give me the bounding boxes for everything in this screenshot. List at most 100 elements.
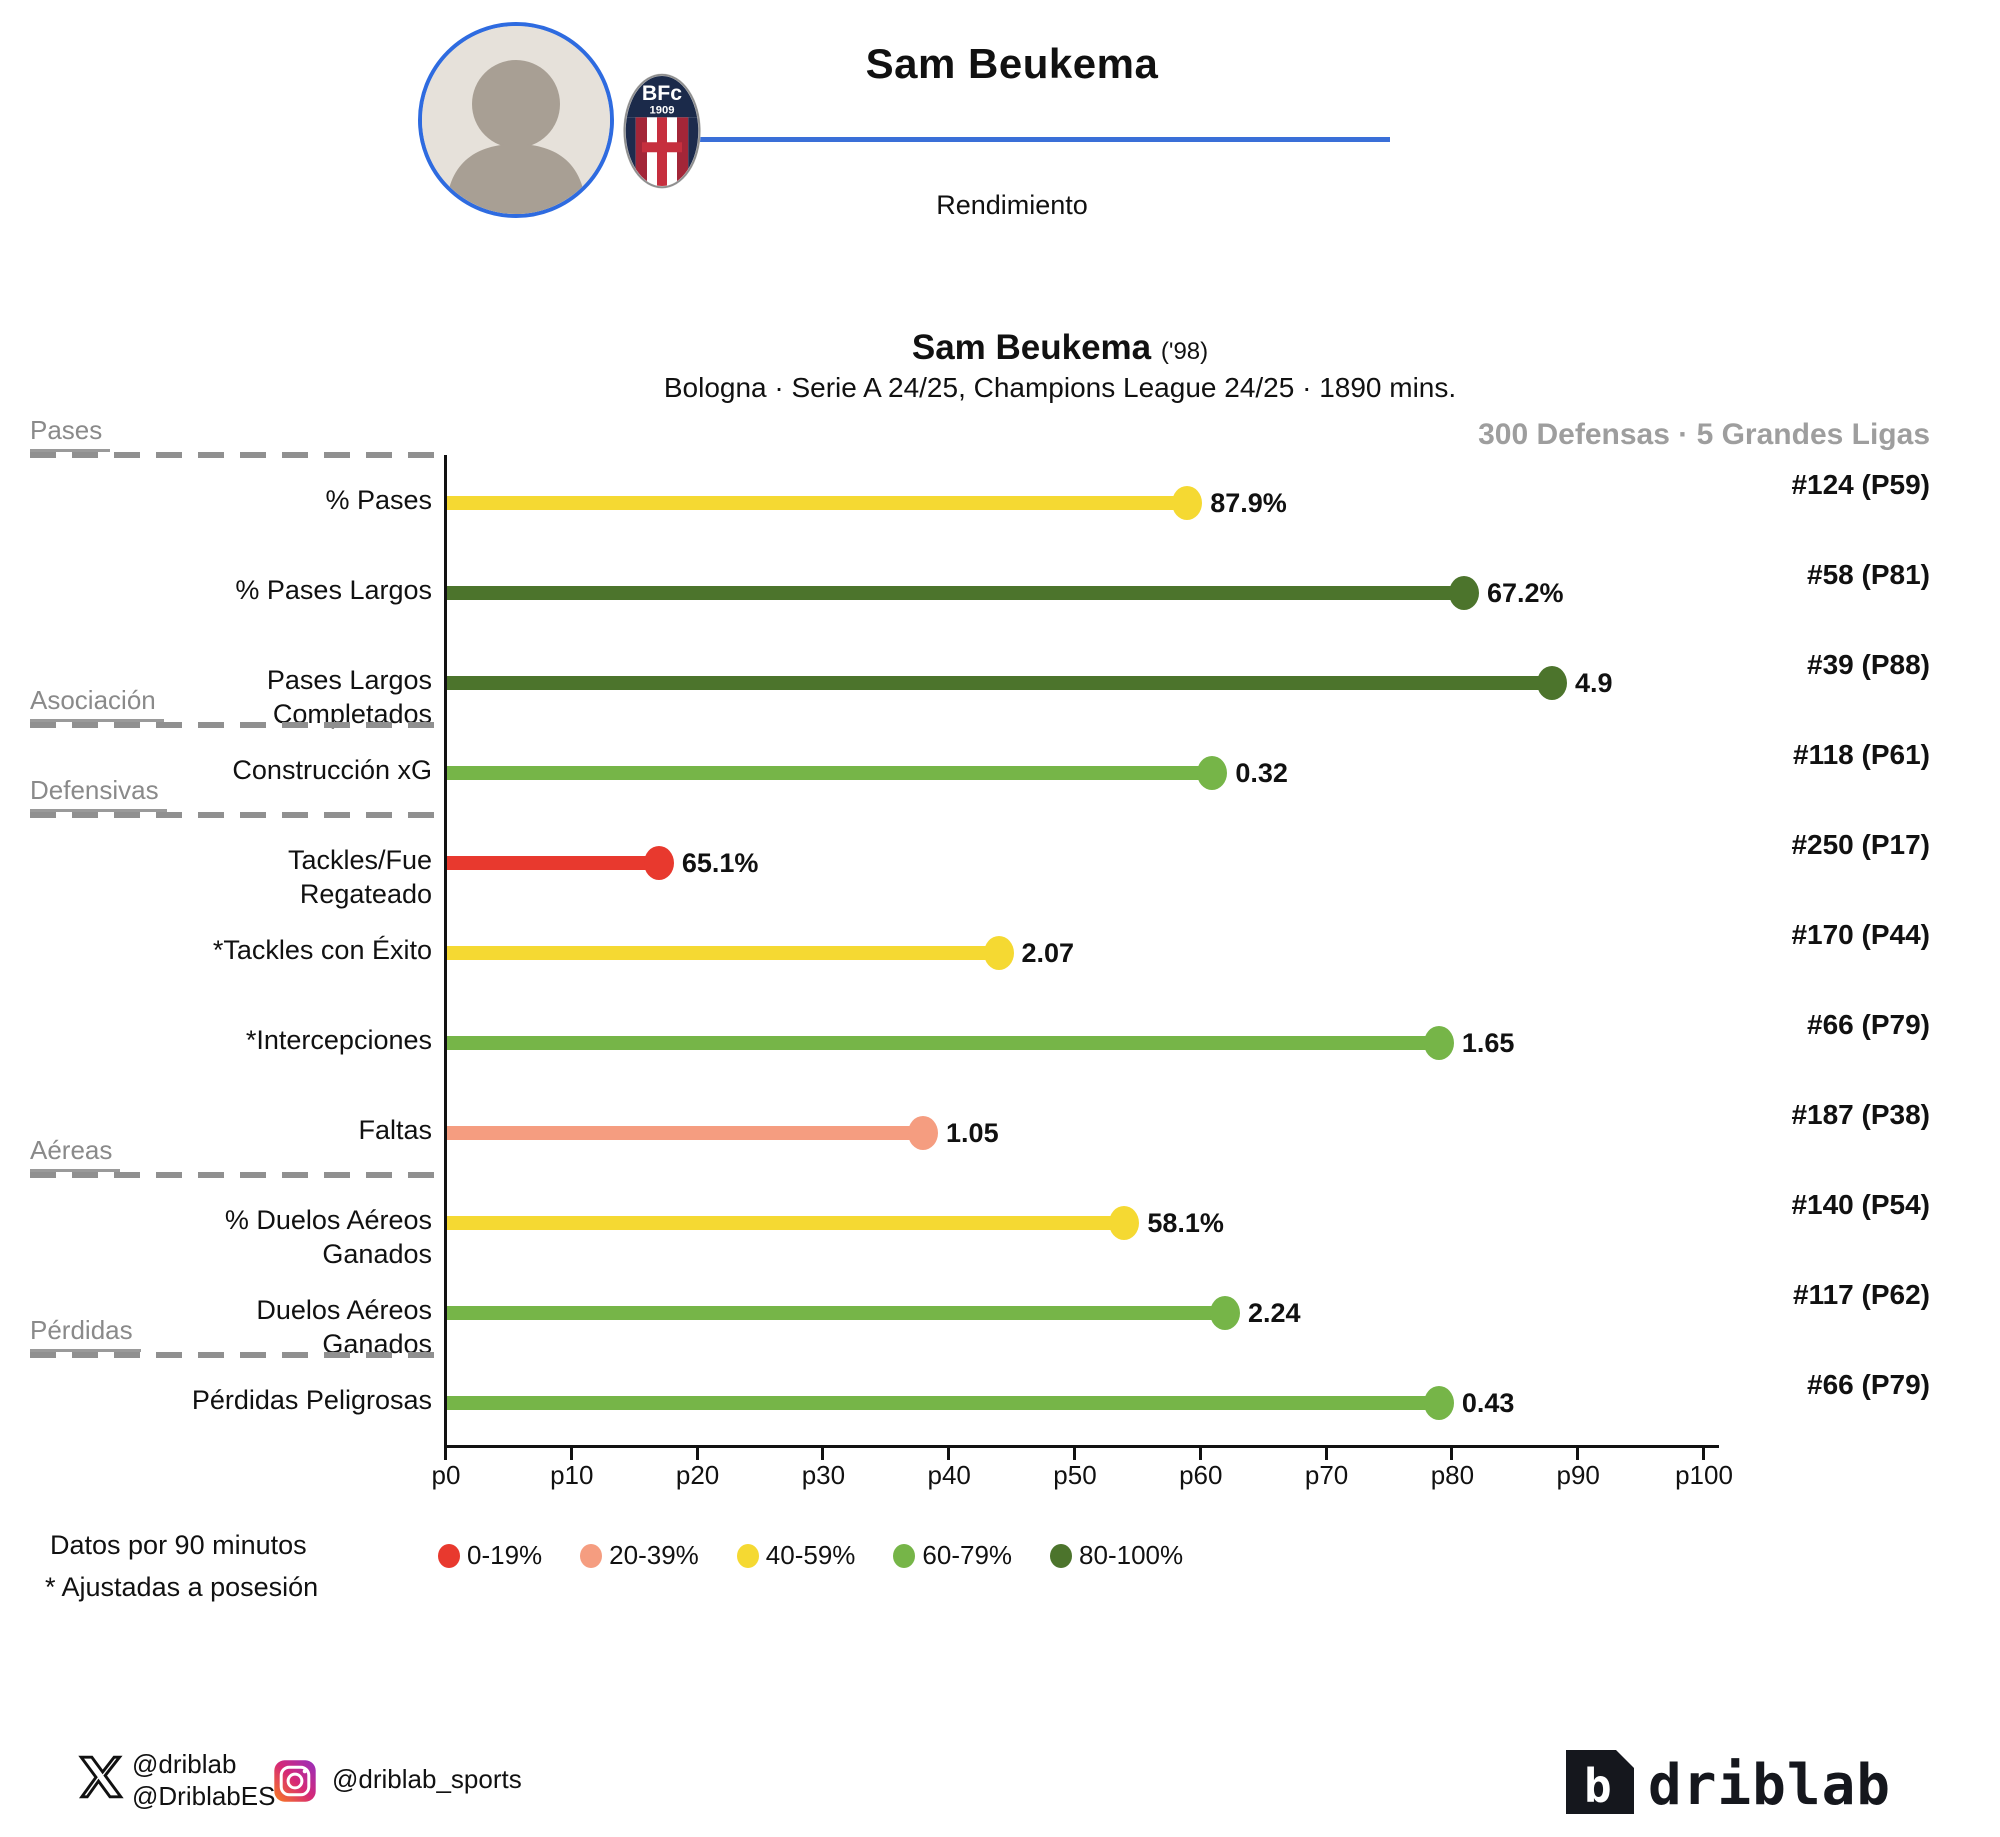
x-axis-tick <box>1702 1448 1705 1460</box>
metric-rank: #39 (P88) <box>1807 649 1930 680</box>
category-divider-dashed-line <box>30 452 444 458</box>
header-divider-line <box>668 137 1390 142</box>
x-axis-tick-label: p70 <box>1304 1460 1349 1490</box>
legend-color-dot <box>580 1543 603 1568</box>
metric-value: 2.07 <box>1021 938 1075 968</box>
metric-value: 4.9 <box>1575 668 1613 698</box>
metric-dot <box>1172 486 1203 520</box>
metric-label-line: Tackles/Fue <box>287 845 432 875</box>
category-divider-dashed-line <box>30 812 444 818</box>
legend-item: 40-59% <box>736 1540 855 1571</box>
metric-value: 67.2% <box>1486 578 1564 608</box>
category-label: Defensivas <box>30 774 167 812</box>
metric-label: % Pases <box>24 483 432 517</box>
player-photo <box>418 22 614 218</box>
metric-value: 65.1% <box>681 848 759 878</box>
metric-label-line: Pérdidas Peligrosas <box>191 1385 432 1415</box>
driblab-wordmark: driblab <box>1648 1753 1891 1818</box>
metric-value: 1.65 <box>1461 1028 1515 1058</box>
metric-label-line: Construcción xG <box>232 755 432 785</box>
metric-dot <box>1109 1206 1140 1240</box>
x-axis-tick <box>1073 1448 1076 1460</box>
y-axis-line <box>444 455 447 1448</box>
metric-dot <box>908 1116 939 1150</box>
x-axis-tick <box>1576 1448 1580 1460</box>
metric-bar <box>444 946 998 960</box>
x-twitter-icon <box>76 1752 126 1807</box>
legend-item: 20-39% <box>580 1540 699 1571</box>
category-label: Pases <box>30 414 111 452</box>
legend-item-label: 80-100% <box>1079 1540 1184 1570</box>
comparison-context-label: 300 Defensas · 5 Grandes Ligas <box>1478 418 1930 451</box>
metric-label: Faltas <box>24 1113 432 1147</box>
instagram-handle: @driblab_sports <box>332 1764 522 1794</box>
metric-dot <box>1448 576 1479 610</box>
badge-year: 1909 <box>649 105 674 117</box>
x-handles: @driblab @DriblabES <box>132 1748 275 1812</box>
metric-bar <box>444 1396 1438 1410</box>
category-divider-dashed-line <box>30 722 444 728</box>
metric-bar <box>444 586 1463 600</box>
x-axis-tick <box>821 1448 825 1460</box>
legend-color-dot <box>736 1543 759 1568</box>
legend-item: 0-19% <box>438 1540 542 1571</box>
metric-label: Tackles/Fue Regateado <box>24 843 432 911</box>
metric-label-line: *Tackles con Éxito <box>212 935 432 965</box>
player-silhouette <box>422 26 610 214</box>
category-label: Aéreas <box>30 1134 121 1172</box>
metric-bar <box>444 676 1552 690</box>
x-axis-tick-label: p50 <box>1053 1460 1097 1490</box>
metric-dot <box>1423 1026 1454 1060</box>
category-label: Asociación <box>30 684 164 722</box>
x-handle-primary: @driblab <box>132 1749 237 1779</box>
metric-rank: #58 (P81) <box>1807 559 1930 590</box>
x-axis-tick-label: p10 <box>550 1460 594 1490</box>
metric-rank: #66 (P79) <box>1807 1009 1930 1040</box>
x-axis-tick-label: p20 <box>675 1460 720 1490</box>
page-title: Sam Beukema <box>865 40 1159 87</box>
legend-color-dot <box>1050 1543 1073 1568</box>
metric-value: 0.43 <box>1461 1388 1515 1418</box>
x-axis-tick <box>569 1448 573 1460</box>
metric-label: *Intercepciones <box>24 1023 432 1057</box>
chart-subtitle: Bologna · Serie A 24/25, Champions Leagu… <box>663 372 1457 403</box>
metric-label-line: % Pases Largos <box>235 575 432 605</box>
club-badge: BFc 1909 <box>622 72 702 195</box>
metric-value: 58.1% <box>1147 1208 1224 1238</box>
metric-rank: #250 (P17) <box>1791 829 1930 860</box>
metric-bar <box>444 1216 1124 1230</box>
metric-rank: #117 (P62) <box>1793 1279 1930 1310</box>
x-axis-line <box>444 1445 1719 1448</box>
x-axis-tick <box>1324 1448 1328 1460</box>
badge-initials: BFc <box>642 81 682 105</box>
x-axis-tick <box>444 1448 447 1460</box>
legend-item-label: 0-19% <box>467 1540 543 1570</box>
x-axis-tick <box>947 1448 951 1460</box>
legend-item-label: 20-39% <box>609 1540 699 1570</box>
category-divider-dashed-line <box>30 1352 444 1358</box>
note-per90: Datos por 90 minutos <box>50 1530 307 1560</box>
category-label: Pérdidas <box>30 1314 141 1352</box>
metric-value: 87.9% <box>1210 488 1287 518</box>
category-divider-dashed-line <box>30 1172 444 1178</box>
svg-text:b: b <box>1584 1759 1612 1813</box>
x-axis-tick <box>1198 1448 1202 1460</box>
driblab-logo: b driblab <box>1562 1740 1952 1823</box>
note-possession: * Ajustadas a posesión <box>45 1572 319 1602</box>
metric-bar <box>444 496 1187 510</box>
x-handle-secondary: @DriblabES <box>132 1781 276 1811</box>
metric-rank: #140 (P54) <box>1791 1189 1930 1220</box>
metric-label-line: Regateado <box>299 879 432 909</box>
metric-label-line: Ganados <box>322 1239 432 1269</box>
x-axis-tick-label: p60 <box>1179 1460 1223 1490</box>
metric-label-line: % Duelos Aéreos <box>224 1205 432 1235</box>
legend-item: 60-79% <box>893 1540 1012 1571</box>
metric-label-line: *Intercepciones <box>245 1025 432 1055</box>
metric-rank: #118 (P61) <box>1793 739 1930 770</box>
instagram-icon <box>272 1758 318 1809</box>
metric-dot <box>1197 756 1228 790</box>
metric-label: Construcción xG <box>24 753 432 787</box>
chart-title: Sam Beukema ('98) <box>400 328 1720 368</box>
x-axis-tick <box>1450 1448 1454 1460</box>
